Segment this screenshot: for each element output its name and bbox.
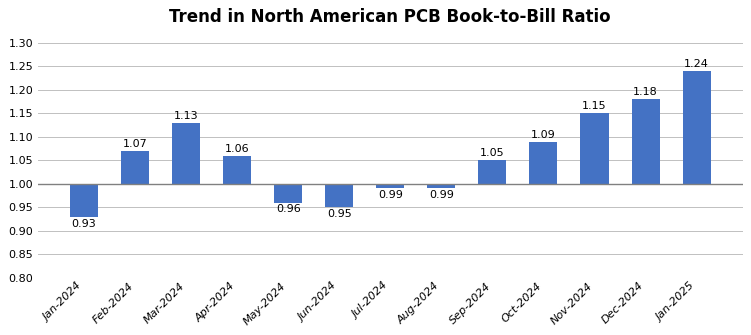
Bar <box>121 151 149 184</box>
Title: Trend in North American PCB Book-to-Bill Ratio: Trend in North American PCB Book-to-Bill… <box>170 8 611 26</box>
Text: 1.15: 1.15 <box>582 102 607 112</box>
Bar <box>223 155 251 184</box>
Text: 0.99: 0.99 <box>378 190 403 200</box>
Bar <box>427 184 455 189</box>
Bar <box>274 184 302 203</box>
Text: 1.24: 1.24 <box>684 59 709 69</box>
Bar <box>632 99 659 184</box>
Bar <box>376 184 404 189</box>
Text: 0.93: 0.93 <box>71 218 96 228</box>
Text: 0.99: 0.99 <box>429 190 454 200</box>
Bar <box>581 113 608 184</box>
Bar <box>683 71 710 184</box>
Bar <box>172 123 201 184</box>
Bar <box>478 160 506 184</box>
Text: 0.95: 0.95 <box>327 209 351 219</box>
Text: 0.96: 0.96 <box>276 204 300 214</box>
Bar <box>325 184 353 207</box>
Text: 1.18: 1.18 <box>633 87 658 97</box>
Text: 1.06: 1.06 <box>225 144 249 154</box>
Text: 1.09: 1.09 <box>531 130 556 140</box>
Bar <box>70 184 98 217</box>
Text: 1.07: 1.07 <box>122 139 147 149</box>
Text: 1.13: 1.13 <box>173 111 198 121</box>
Bar <box>529 141 557 184</box>
Text: 1.05: 1.05 <box>480 148 505 158</box>
